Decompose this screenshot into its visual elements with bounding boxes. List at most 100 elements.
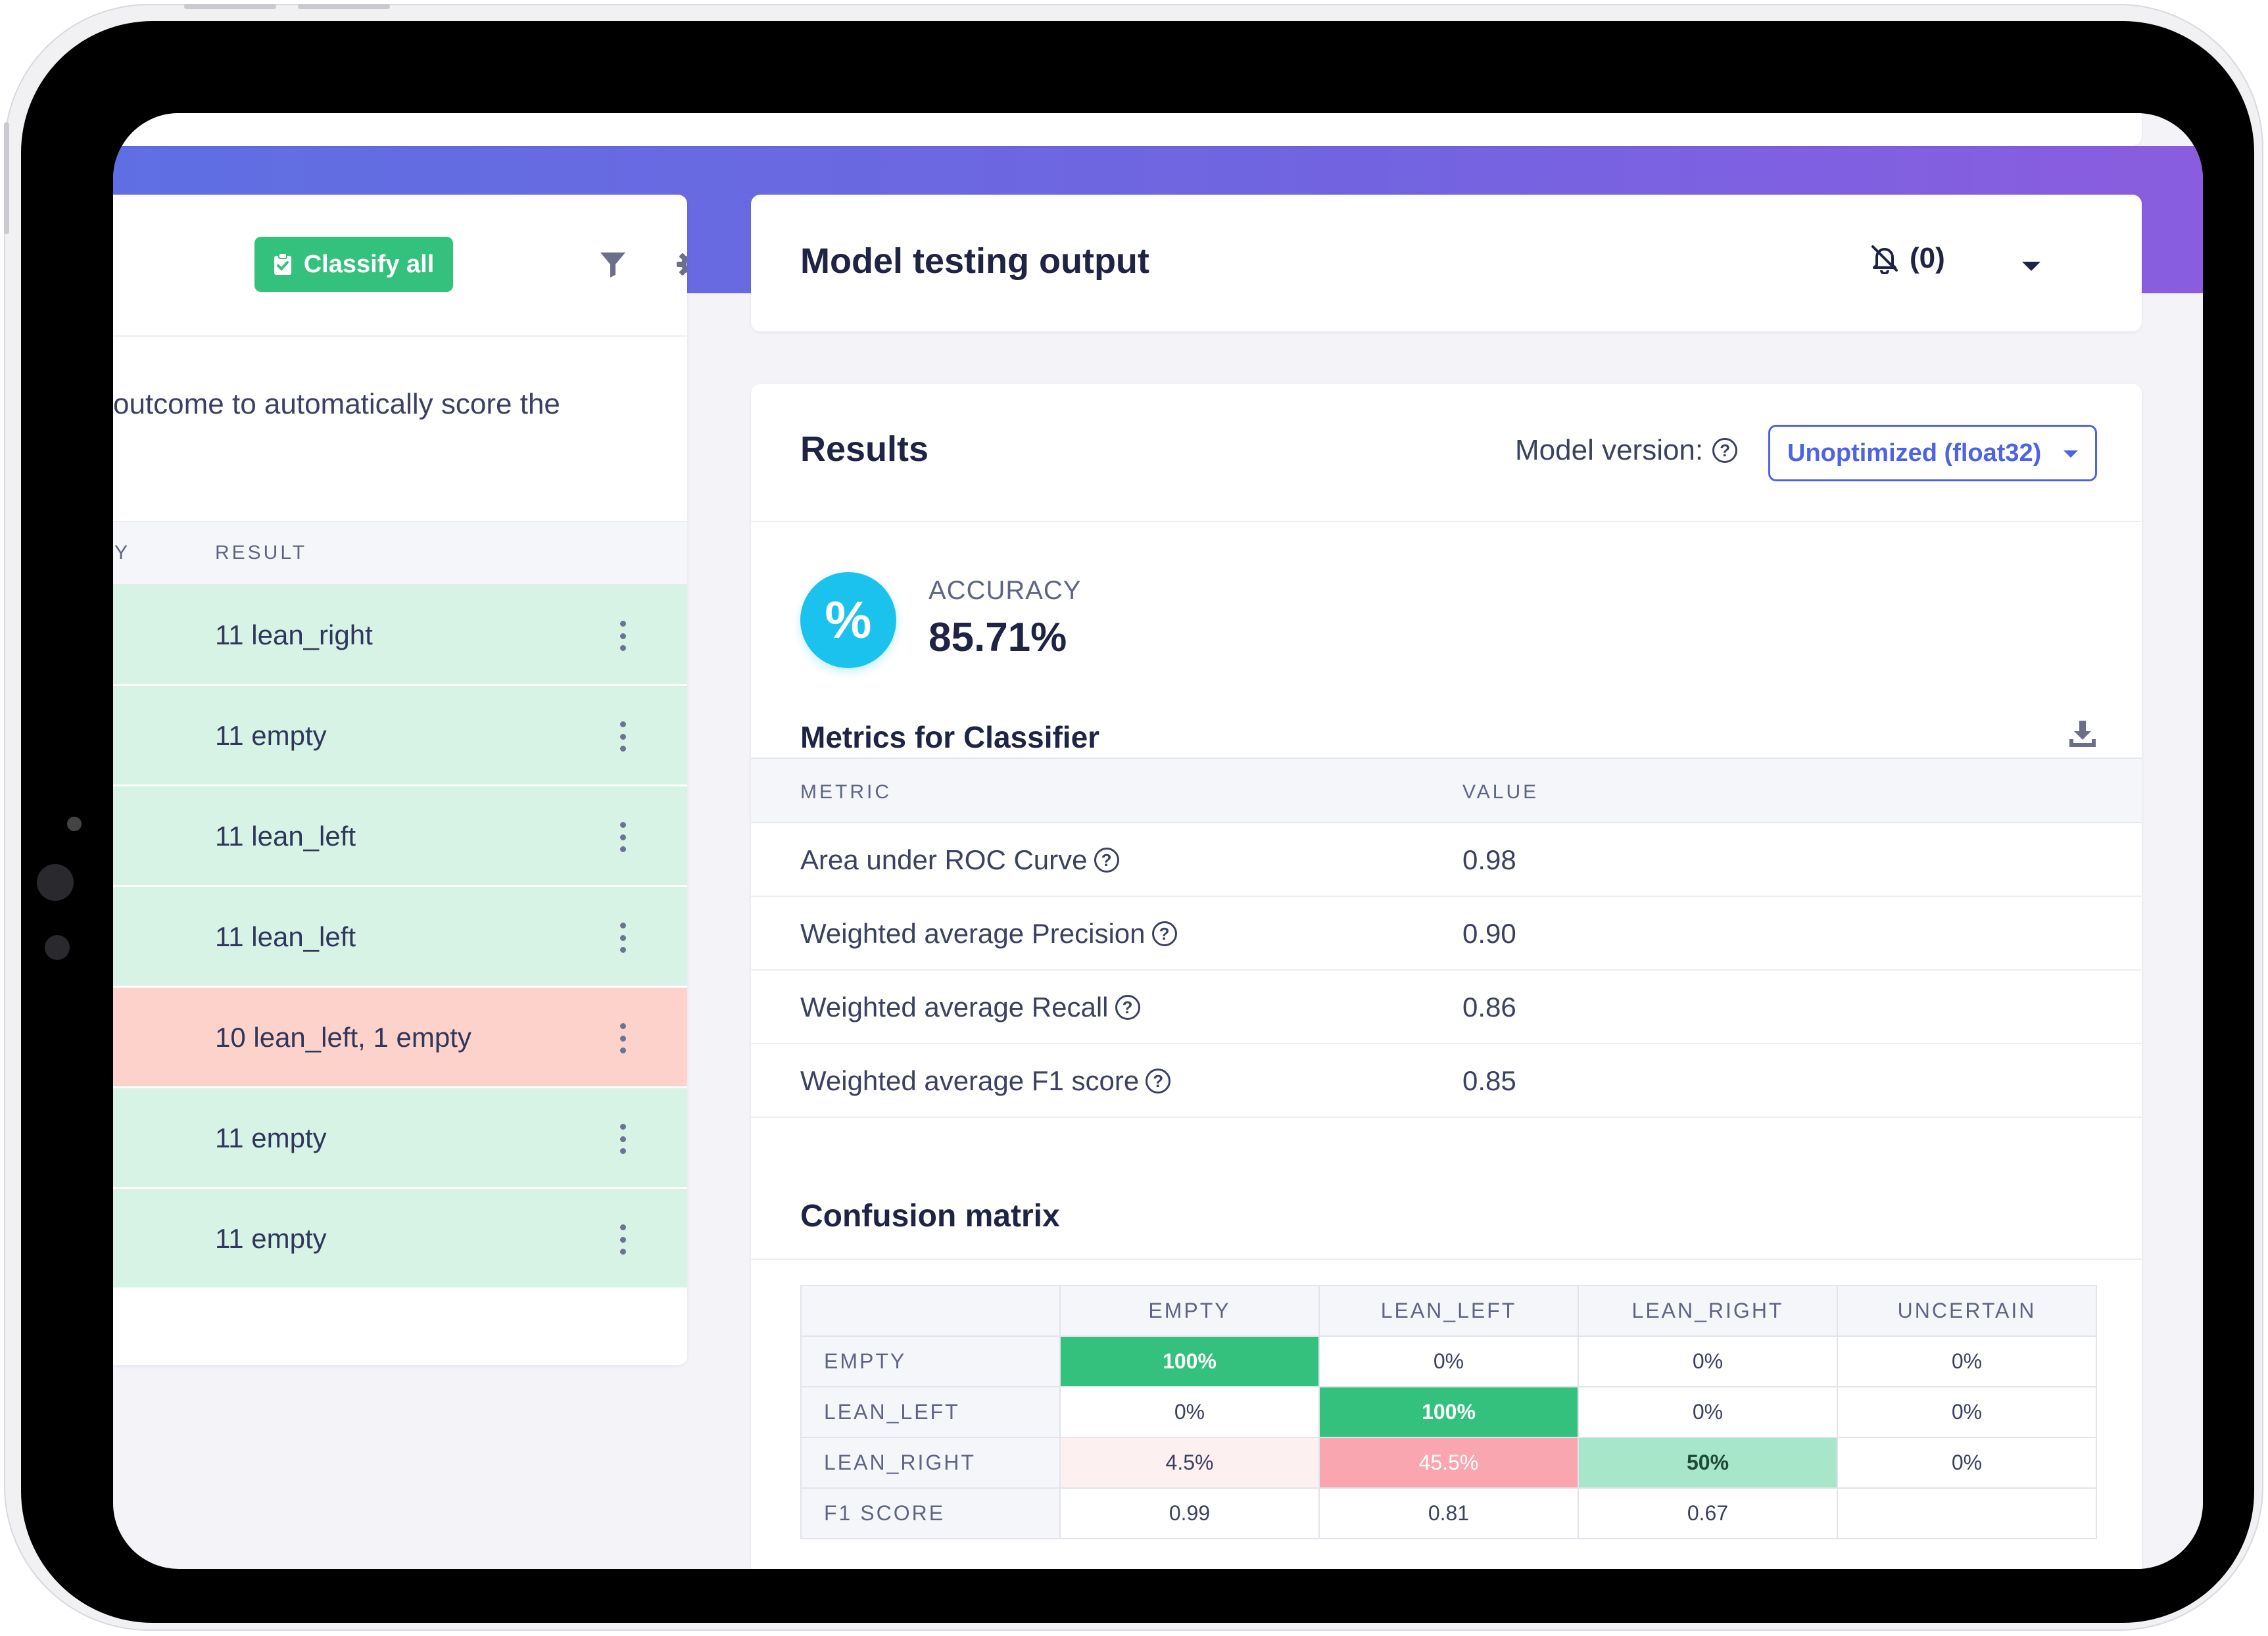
hardware-button	[184, 4, 276, 9]
camera-icon	[67, 817, 82, 831]
metrics-table-header: METRIC VALUE	[751, 758, 2142, 823]
more-options-icon[interactable]	[615, 923, 631, 953]
column-header-metric: METRIC	[800, 781, 892, 803]
notifications-toggle[interactable]: (0)	[1869, 242, 1945, 275]
hardware-button	[298, 4, 390, 9]
result-cell: 11 empty	[215, 1122, 327, 1153]
more-options-icon[interactable]	[615, 621, 631, 651]
model-version-value: Unoptimized (float32)	[1787, 439, 2042, 467]
confusion-cell: 100%	[1318, 1386, 1579, 1438]
table-row[interactable]: 11 lean_left	[113, 887, 687, 988]
result-cell: 11 empty	[215, 1223, 327, 1254]
metric-row: Area under ROC Curve? 0.98	[751, 823, 2142, 897]
model-version-select[interactable]: Unoptimized (float32)	[1768, 425, 2097, 481]
table-row[interactable]: 11 empty	[113, 686, 687, 786]
metric-row: Weighted average Recall? 0.86	[751, 971, 2142, 1044]
confusion-row-header: F1 SCORE	[800, 1487, 1061, 1539]
percent-icon: %	[800, 572, 896, 668]
confusion-header-row: EMPTY LEAN_LEFT LEAN_RIGHT UNCERTAIN	[800, 1285, 2097, 1337]
confusion-col-header: UNCERTAIN	[1837, 1285, 2097, 1337]
help-icon[interactable]: ?	[1151, 921, 1177, 946]
help-icon[interactable]: ?	[1146, 1069, 1171, 1094]
results-card: Results Model version: ? Unoptimized (fl…	[751, 384, 2142, 1569]
model-version-label: Model version: ?	[1515, 434, 1738, 467]
description-text: outcome to automatically score the	[113, 388, 560, 420]
samples-table-body: 11 lean_right 11 empty 11 lean_left 11 l…	[113, 585, 687, 1289]
confusion-row: LEAN_RIGHT 4.5% 45.5% 50% 0%	[800, 1437, 2097, 1489]
confusion-cell: 50%	[1578, 1437, 1838, 1489]
table-row[interactable]: 11 empty	[113, 1189, 687, 1289]
more-options-icon[interactable]	[615, 1224, 631, 1255]
bell-off-icon	[1871, 245, 1898, 274]
metric-name: Area under ROC Curve	[800, 844, 1088, 875]
help-icon[interactable]: ?	[1712, 438, 1738, 463]
test-samples-panel: Classify all	[113, 195, 687, 1365]
metric-value: 0.98	[1462, 844, 1516, 875]
tablet-frame: Classify all	[4, 4, 2263, 1631]
more-options-icon[interactable]	[615, 1023, 631, 1053]
metric-name: Weighted average F1 score	[800, 1065, 1140, 1096]
confusion-cell: 0%	[1059, 1386, 1320, 1438]
top-bar	[113, 113, 2142, 146]
chevron-down-icon	[2063, 450, 2078, 458]
metric-value: 0.85	[1462, 1065, 1516, 1096]
result-cell: 10 lean_left, 1 empty	[215, 1022, 471, 1053]
confusion-cell	[1837, 1487, 2097, 1539]
accuracy-value: 85.71%	[929, 615, 1067, 660]
table-row[interactable]: 10 lean_left, 1 empty	[113, 988, 687, 1088]
clipboard-check-icon	[274, 253, 291, 275]
metric-value: 0.86	[1462, 992, 1516, 1022]
confusion-cell: 100%	[1059, 1335, 1320, 1387]
metric-name: Weighted average Recall	[800, 992, 1109, 1022]
confusion-cell: 0.99	[1059, 1487, 1320, 1539]
divider	[751, 521, 2142, 522]
confusion-cell: 45.5%	[1318, 1437, 1579, 1489]
metrics-title: Metrics for Classifier	[800, 720, 1100, 754]
column-header-value: VALUE	[1462, 781, 1539, 803]
confusion-cell: 4.5%	[1059, 1437, 1320, 1489]
confusion-row: LEAN_LEFT 0% 100% 0% 0%	[800, 1386, 2097, 1438]
samples-table-header: Y RESULT	[113, 522, 687, 585]
model-testing-output-card: Model testing output (0)	[751, 195, 2142, 331]
percent-glyph: %	[825, 590, 872, 649]
confusion-matrix: EMPTY LEAN_LEFT LEAN_RIGHT UNCERTAIN EMP…	[800, 1285, 2097, 1539]
confusion-cell: 0%	[1837, 1335, 2097, 1387]
chevron-down-icon[interactable]	[2022, 262, 2040, 271]
table-row[interactable]: 11 empty	[113, 1088, 687, 1189]
confusion-cell: 0.67	[1578, 1487, 1838, 1539]
confusion-corner	[800, 1285, 1061, 1337]
results-title: Results	[800, 429, 929, 469]
camera-lens	[37, 864, 74, 901]
help-icon[interactable]: ?	[1115, 995, 1140, 1020]
more-options-icon[interactable]	[615, 721, 631, 752]
metric-name: Weighted average Precision	[800, 918, 1146, 949]
more-options-icon[interactable]	[615, 1124, 631, 1154]
confusion-cell: 0%	[1837, 1437, 2097, 1489]
confusion-row-header: EMPTY	[800, 1335, 1061, 1387]
model-version-text: Model version:	[1515, 434, 1704, 466]
app-screen: Classify all	[113, 113, 2203, 1569]
download-icon[interactable]	[2068, 719, 2097, 752]
confusion-matrix-title: Confusion matrix	[800, 1199, 1060, 1234]
accuracy-label: ACCURACY	[929, 576, 1082, 605]
metric-row: Weighted average Precision? 0.90	[751, 897, 2142, 971]
hardware-button	[4, 122, 9, 234]
metric-row: Weighted average F1 score? 0.85	[751, 1044, 2142, 1118]
classify-all-button[interactable]: Classify all	[254, 237, 453, 292]
sensor	[45, 935, 70, 960]
filter-icon[interactable]	[594, 246, 631, 283]
output-title: Model testing output	[800, 241, 1149, 281]
table-row[interactable]: 11 lean_right	[113, 585, 687, 686]
result-cell: 11 lean_left	[215, 821, 356, 852]
table-row[interactable]: 11 lean_left	[113, 786, 687, 887]
confusion-cell: 0%	[1837, 1386, 2097, 1438]
tablet-bezel: Classify all	[21, 21, 2254, 1623]
more-options-icon[interactable]	[615, 822, 631, 852]
gear-icon[interactable]	[672, 246, 687, 283]
classify-all-label: Classify all	[303, 250, 435, 278]
notification-count: (0)	[1910, 242, 1945, 274]
divider	[751, 1259, 2142, 1260]
result-cell: 11 lean_left	[215, 921, 356, 952]
confusion-col-header: EMPTY	[1059, 1285, 1320, 1337]
help-icon[interactable]: ?	[1094, 848, 1119, 873]
